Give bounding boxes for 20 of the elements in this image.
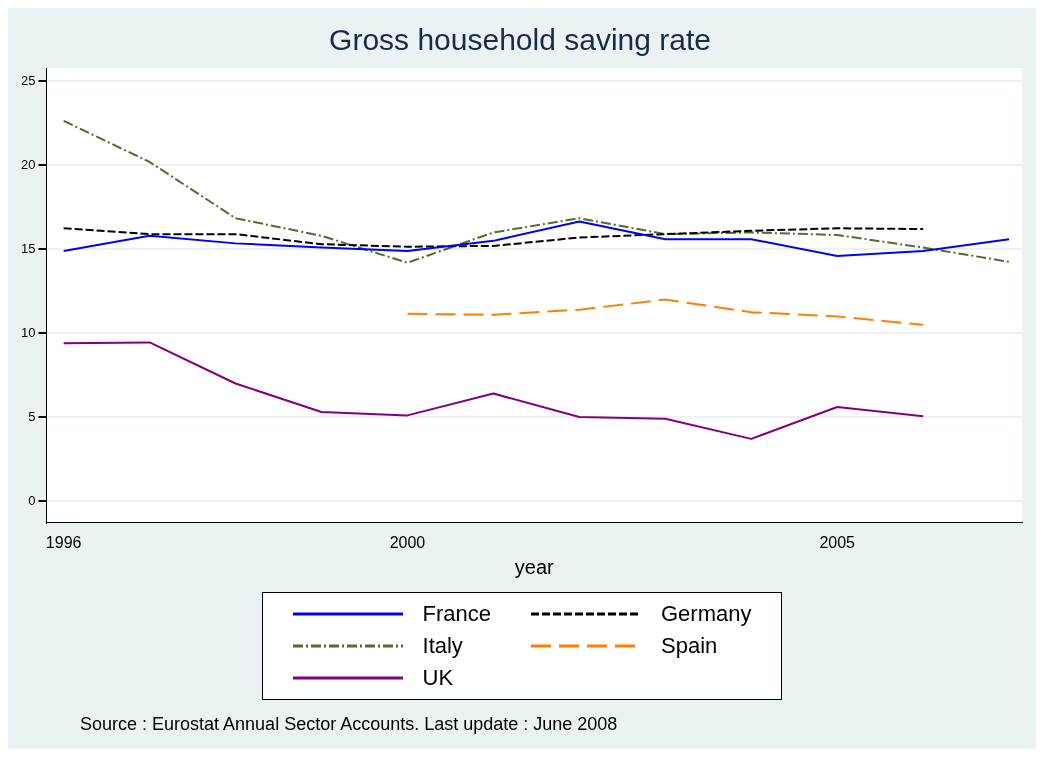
y-tick-label: 10 — [20, 324, 36, 340]
y-tick-label: 25 — [20, 73, 36, 88]
legend-label: Germany — [661, 601, 752, 627]
y-tick-label: 15 — [20, 240, 36, 256]
x-axis-title: year — [514, 555, 555, 578]
legend-label: UK — [422, 665, 454, 691]
legend-label: France — [422, 601, 491, 627]
line-series — [62, 119, 1011, 264]
x-tick-label: 1996 — [45, 533, 82, 551]
source-note: Source : Eurostat Annual Sector Accounts. Last update : June 2008 — [79, 713, 619, 736]
y-tick-label: 20 — [20, 156, 36, 172]
legend-label: Italy — [422, 633, 463, 659]
x-tick-label: 2005 — [819, 533, 856, 551]
y-tick-label: 0 — [28, 492, 36, 508]
y-tick-label: 5 — [28, 408, 36, 424]
x-tick-label: 2000 — [389, 533, 426, 551]
line-series — [62, 227, 925, 248]
legend-label: Spain — [661, 633, 718, 659]
line-series — [406, 298, 925, 326]
chart-title: Gross household saving rate — [329, 23, 711, 57]
